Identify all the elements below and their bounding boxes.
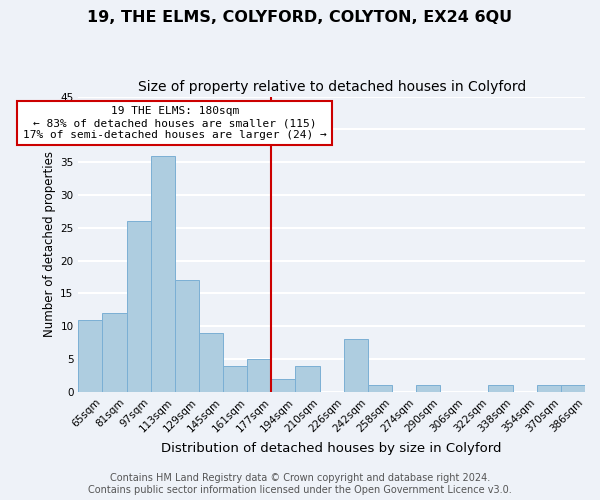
Bar	[368, 386, 392, 392]
Bar	[79, 320, 103, 392]
Bar	[151, 156, 175, 392]
Text: 19 THE ELMS: 180sqm
← 83% of detached houses are smaller (115)
17% of semi-detac: 19 THE ELMS: 180sqm ← 83% of detached ho…	[23, 106, 326, 140]
Bar	[537, 386, 561, 392]
Text: 19, THE ELMS, COLYFORD, COLYTON, EX24 6QU: 19, THE ELMS, COLYFORD, COLYTON, EX24 6Q…	[88, 10, 512, 25]
Bar	[175, 280, 199, 392]
Bar	[271, 379, 295, 392]
Text: Contains HM Land Registry data © Crown copyright and database right 2024.
Contai: Contains HM Land Registry data © Crown c…	[88, 474, 512, 495]
Bar	[295, 366, 320, 392]
Bar	[223, 366, 247, 392]
Bar	[488, 386, 512, 392]
Title: Size of property relative to detached houses in Colyford: Size of property relative to detached ho…	[137, 80, 526, 94]
Bar	[199, 333, 223, 392]
Bar	[344, 340, 368, 392]
Bar	[247, 359, 271, 392]
X-axis label: Distribution of detached houses by size in Colyford: Distribution of detached houses by size …	[161, 442, 502, 455]
Bar	[127, 222, 151, 392]
Y-axis label: Number of detached properties: Number of detached properties	[43, 152, 56, 338]
Bar	[103, 313, 127, 392]
Bar	[416, 386, 440, 392]
Bar	[561, 386, 585, 392]
